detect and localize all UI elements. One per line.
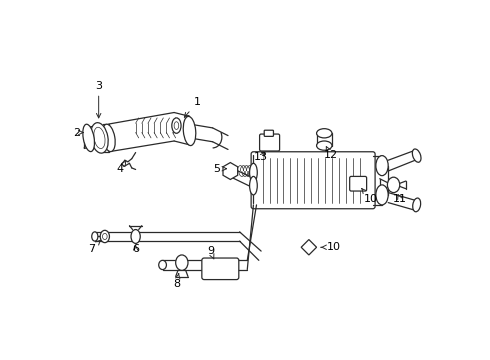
- Ellipse shape: [83, 124, 95, 152]
- Ellipse shape: [413, 198, 420, 212]
- Ellipse shape: [102, 124, 115, 152]
- Ellipse shape: [317, 129, 332, 138]
- FancyBboxPatch shape: [260, 134, 280, 151]
- Text: 1: 1: [184, 98, 201, 117]
- Ellipse shape: [174, 122, 179, 130]
- Ellipse shape: [317, 141, 332, 150]
- Text: 5: 5: [213, 164, 226, 174]
- Text: 13: 13: [254, 152, 268, 162]
- Text: 4: 4: [117, 161, 126, 175]
- Ellipse shape: [376, 156, 388, 176]
- Text: 8: 8: [173, 274, 180, 289]
- Ellipse shape: [100, 230, 109, 243]
- Text: 7: 7: [88, 240, 100, 254]
- Text: 3: 3: [95, 81, 102, 118]
- Ellipse shape: [92, 232, 98, 241]
- Text: 11: 11: [393, 194, 407, 204]
- Ellipse shape: [159, 260, 167, 270]
- Ellipse shape: [388, 177, 400, 193]
- Ellipse shape: [172, 118, 181, 133]
- Ellipse shape: [376, 185, 388, 205]
- Ellipse shape: [131, 230, 140, 243]
- FancyBboxPatch shape: [202, 258, 239, 280]
- Polygon shape: [223, 163, 238, 180]
- FancyBboxPatch shape: [350, 176, 367, 191]
- Text: 9: 9: [207, 246, 214, 259]
- Ellipse shape: [176, 255, 188, 270]
- FancyBboxPatch shape: [251, 152, 375, 209]
- FancyBboxPatch shape: [264, 130, 273, 136]
- Text: 10: 10: [321, 242, 341, 252]
- Text: 12: 12: [323, 147, 338, 160]
- Text: 2: 2: [73, 127, 83, 138]
- Polygon shape: [301, 239, 317, 255]
- Ellipse shape: [102, 233, 107, 239]
- Ellipse shape: [91, 123, 108, 153]
- Text: 6: 6: [132, 244, 139, 254]
- Ellipse shape: [249, 163, 257, 182]
- Text: 10: 10: [362, 189, 377, 204]
- Ellipse shape: [183, 116, 196, 145]
- Ellipse shape: [94, 127, 105, 149]
- Ellipse shape: [413, 149, 421, 162]
- Ellipse shape: [249, 176, 257, 195]
